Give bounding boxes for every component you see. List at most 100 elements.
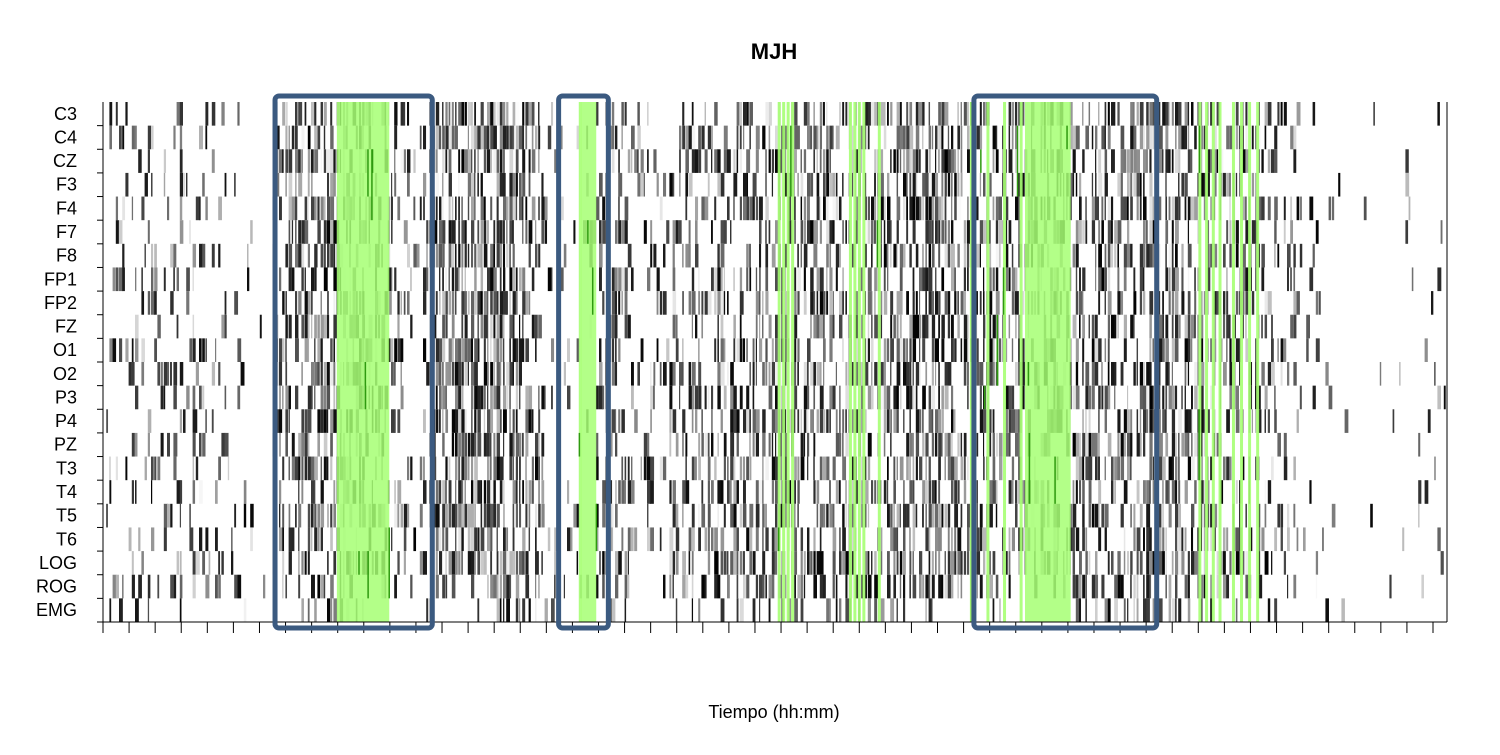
y-tick-label: PZ (54, 435, 77, 455)
heat-cell (311, 574, 315, 599)
heat-cell (333, 291, 336, 315)
heat-cell (1194, 267, 1196, 292)
heat-cell (1015, 102, 1018, 126)
heat-cell (333, 362, 336, 386)
heat-cell (954, 149, 957, 173)
heat-cell (890, 338, 894, 362)
heat-cell (909, 409, 911, 433)
heat-cell (295, 503, 297, 528)
heat-cell (314, 338, 316, 362)
heat-cell (903, 243, 906, 268)
heat-cell (960, 338, 963, 362)
heat-cell (887, 409, 890, 433)
heat-cell (1082, 574, 1086, 599)
heat-cell (797, 409, 800, 433)
heat-cell (743, 503, 747, 528)
heat-cell (1091, 196, 1096, 221)
heat-cell (691, 125, 696, 150)
heat-cell (733, 385, 737, 410)
heat-cell (835, 172, 838, 197)
heat-cell (733, 503, 737, 528)
heat-cell (1101, 196, 1104, 221)
heat-cell (423, 456, 425, 481)
heat-cell (147, 291, 151, 315)
heat-cell (1139, 196, 1142, 221)
y-tick-label: ROG (36, 577, 77, 597)
heat-cell (672, 551, 676, 575)
heat-cell (1136, 196, 1139, 221)
heat-cell (1127, 149, 1130, 173)
heat-cell (1021, 338, 1025, 362)
heat-cell (535, 574, 537, 599)
heat-cell (941, 220, 945, 244)
heat-cell (1171, 196, 1176, 221)
heat-cell (813, 527, 816, 552)
heat-cell (327, 598, 331, 622)
heat-cell (320, 480, 324, 504)
heat-cell (499, 220, 503, 244)
heat-cell (496, 314, 500, 339)
heat-cell (477, 432, 482, 457)
heat-cell (637, 102, 640, 126)
heat-cell (1075, 243, 1079, 268)
heat-cell (314, 598, 317, 622)
heat-cell (186, 291, 190, 315)
heat-cell (803, 291, 807, 315)
heat-cell (749, 456, 752, 481)
heat-cell (218, 574, 221, 599)
heat-cell (928, 527, 931, 552)
heat-cell (749, 409, 751, 433)
heat-cell (525, 574, 530, 599)
heat-cell (1104, 102, 1107, 126)
heat-cell (1274, 196, 1278, 221)
heat-cell (903, 125, 906, 150)
heat-cell (829, 267, 833, 292)
heat-cell (1264, 480, 1267, 504)
heat-cell (298, 503, 302, 528)
heat-cell (525, 503, 528, 528)
highlight-mark (1054, 456, 1056, 504)
heat-cell (151, 243, 154, 268)
heat-cell (1146, 480, 1150, 504)
heat-cell (1165, 149, 1170, 173)
heat-cell (759, 267, 761, 292)
heat-cell (947, 314, 951, 339)
heat-cell (503, 314, 505, 339)
heat-cell (189, 503, 191, 528)
heat-cell (775, 314, 779, 339)
heat-cell (515, 125, 520, 150)
heat-cell (570, 527, 573, 552)
heat-cell (1149, 291, 1154, 315)
heat-cell (311, 385, 313, 410)
heat-cell (800, 574, 803, 599)
heat-cell (311, 527, 313, 552)
heat-cell (467, 362, 469, 386)
heat-cell (915, 102, 919, 126)
heat-cell (695, 196, 699, 221)
heat-cell (832, 220, 835, 244)
heat-cell (535, 456, 539, 481)
heat-cell (320, 196, 324, 221)
heat-cell (330, 456, 333, 481)
heat-cell (480, 291, 483, 315)
heat-cell (471, 362, 475, 386)
heat-cell (883, 409, 887, 433)
heat-cell (211, 102, 216, 126)
heat-cell (794, 291, 797, 315)
heat-cell (1175, 503, 1179, 528)
heat-cell (912, 480, 915, 504)
heat-cell (163, 503, 168, 528)
heat-cell (906, 503, 910, 528)
heat-cell (723, 385, 727, 410)
heat-cell (435, 385, 438, 410)
heat-cell (746, 102, 749, 126)
heat-cell (906, 196, 908, 221)
heat-cell (1114, 314, 1117, 339)
heat-cell (1018, 432, 1021, 457)
heat-cell (439, 196, 442, 221)
heat-cell (749, 503, 754, 528)
heat-cell (461, 456, 465, 481)
heat-cell (1114, 480, 1117, 504)
heat-cell (992, 149, 995, 173)
heat-cell (1194, 125, 1197, 150)
